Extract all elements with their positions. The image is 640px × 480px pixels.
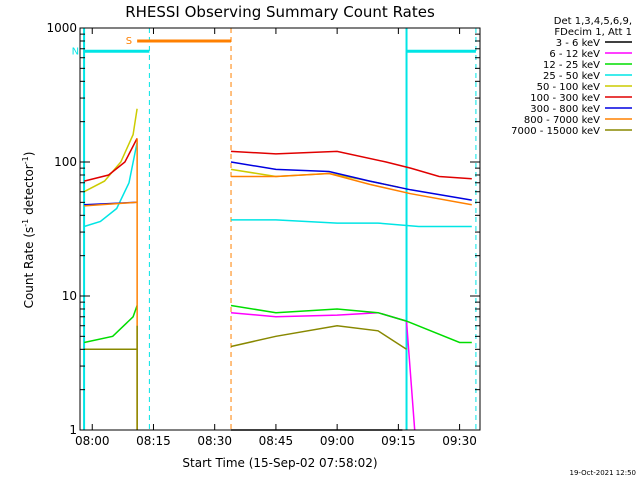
marker-layer <box>84 28 476 430</box>
legend-label-800-7000-kev: 800 - 7000 keV <box>524 115 600 126</box>
series-300-800-kev-line-1 <box>231 162 472 200</box>
x-tick-label-0845: 08:45 <box>259 434 294 448</box>
x-tick-label-0930: 09:30 <box>442 434 477 448</box>
y-tick-label-1000: 1000 <box>46 21 77 35</box>
x-tick-label-0830: 08:30 <box>197 434 232 448</box>
legend-label-3-6-kev: 3 - 6 keV <box>556 38 600 49</box>
series-12-25-kev-line-0 <box>84 306 137 343</box>
series-25-50-kev-line-1 <box>231 220 472 227</box>
legend-label-300-800-kev: 300 - 800 keV <box>530 104 600 115</box>
y-tick-label-100: 100 <box>54 155 77 169</box>
y-axis-label: Count Rate (s-1 detector-1) <box>21 152 36 309</box>
series-layer <box>84 109 472 430</box>
x-tick-label-0800: 08:00 <box>75 434 110 448</box>
legend-label-12-25-kev: 12 - 25 keV <box>543 60 600 71</box>
legend: Det 1,3,4,5,6,9,FDecim 1, Att 13 - 6 keV… <box>511 16 632 137</box>
legend-label-50-100-kev: 50 - 100 keV <box>537 82 601 93</box>
y-axis-label-exp2: -1 <box>21 156 30 164</box>
timestamp: 19-Oct-2021 12:50 <box>570 469 636 477</box>
x-tick-label-0900: 09:00 <box>320 434 355 448</box>
legend-label-100-300-kev: 100 - 300 keV <box>530 93 600 104</box>
y-axis-label-mid: detector <box>22 164 36 219</box>
legend-label-6-12-kev: 6 - 12 keV <box>549 49 600 60</box>
interval-label-s: S <box>126 36 132 47</box>
series-12-25-kev-line-1 <box>231 306 472 343</box>
legend-header-1: FDecim 1, Att 1 <box>554 27 632 38</box>
axis-layer: 08:00 08:15 08:30 08:45 09:00 09:15 09:30 1 10 10… <box>46 21 480 448</box>
interval-layer: SN <box>72 36 476 57</box>
interval-label-n: N <box>72 46 79 57</box>
legend-label-25-50-kev: 25 - 50 keV <box>543 71 600 82</box>
y-axis-label-exp1: -1 <box>21 219 30 227</box>
y-tick-label-1: 1 <box>69 423 77 437</box>
series-7000-15000-kev-line-1 <box>231 326 407 350</box>
plot-frame <box>80 28 480 430</box>
x-tick-label-0815: 08:15 <box>136 434 171 448</box>
y-axis-label-end: ) <box>22 152 36 157</box>
legend-label-7000-15000-kev: 7000 - 15000 keV <box>511 126 600 137</box>
x-axis-label: Start Time (15-Sep-02 07:58:02) <box>182 456 377 470</box>
legend-header-0: Det 1,3,4,5,6,9, <box>554 16 632 27</box>
x-tick-label-0915: 09:15 <box>381 434 416 448</box>
series-6-12-kev-line-0 <box>231 313 415 430</box>
chart-title: RHESSI Observing Summary Count Rates <box>125 3 435 21</box>
y-tick-label-10: 10 <box>62 289 77 303</box>
y-axis-label-main: Count Rate (s <box>22 227 36 309</box>
